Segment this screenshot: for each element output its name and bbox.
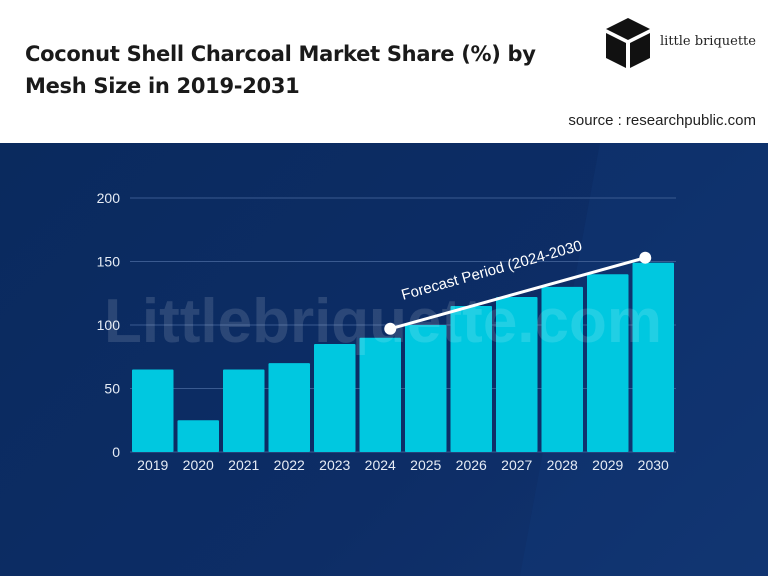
forecast-start-dot [384,322,397,335]
x-tick-label: 2025 [410,457,441,473]
x-tick-label: 2023 [319,457,350,473]
cube-logo-icon [606,18,650,68]
bar-2029 [587,274,629,452]
page-title: Coconut Shell Charcoal Market Share (%) … [25,42,536,98]
bar-2021 [223,369,265,452]
watermark: Littlebriquette.com [104,287,662,356]
bar-2020 [177,420,219,452]
x-tick-label: 2021 [228,457,259,473]
source-label: source : researchpublic.com [568,112,756,129]
forecast-line [389,256,646,331]
y-tick-label: 200 [97,190,121,206]
x-tick-label: 2020 [183,457,214,473]
bar-2019 [132,369,174,452]
y-tick-label: 150 [97,254,121,270]
x-tick-label: 2026 [456,457,487,473]
y-tick-label: 100 [97,317,121,333]
bar-2026 [450,305,492,452]
y-tick-label: 50 [104,381,120,397]
logo-text: little briquette [660,34,756,49]
chart-panel: 0 50 100 150 200 Littlebriquette.com 2019 202… [0,143,768,576]
x-tick-label: 2019 [137,457,168,473]
x-tick-label: 2024 [365,457,396,473]
x-tick-label: 2027 [501,457,532,473]
bar-2030 [632,262,674,452]
x-tick-label: 2029 [592,457,623,473]
forecast-end-dot [639,251,652,264]
x-tick-label: 2028 [547,457,578,473]
bar-chart: 0 50 100 150 200 Littlebriquette.com 2019 202… [97,143,768,576]
x-tick-label: 2030 [638,457,669,473]
y-tick-label: 0 [112,444,120,460]
bar-2023 [314,344,356,452]
header: Coconut Shell Charcoal Market Share (%) … [0,0,768,143]
x-tick-label: 2022 [274,457,305,473]
bar-2022 [268,363,310,452]
bar-2028 [541,286,583,452]
bar-2027 [496,297,538,452]
bar-2025 [405,325,447,452]
bar-2024 [359,337,401,452]
